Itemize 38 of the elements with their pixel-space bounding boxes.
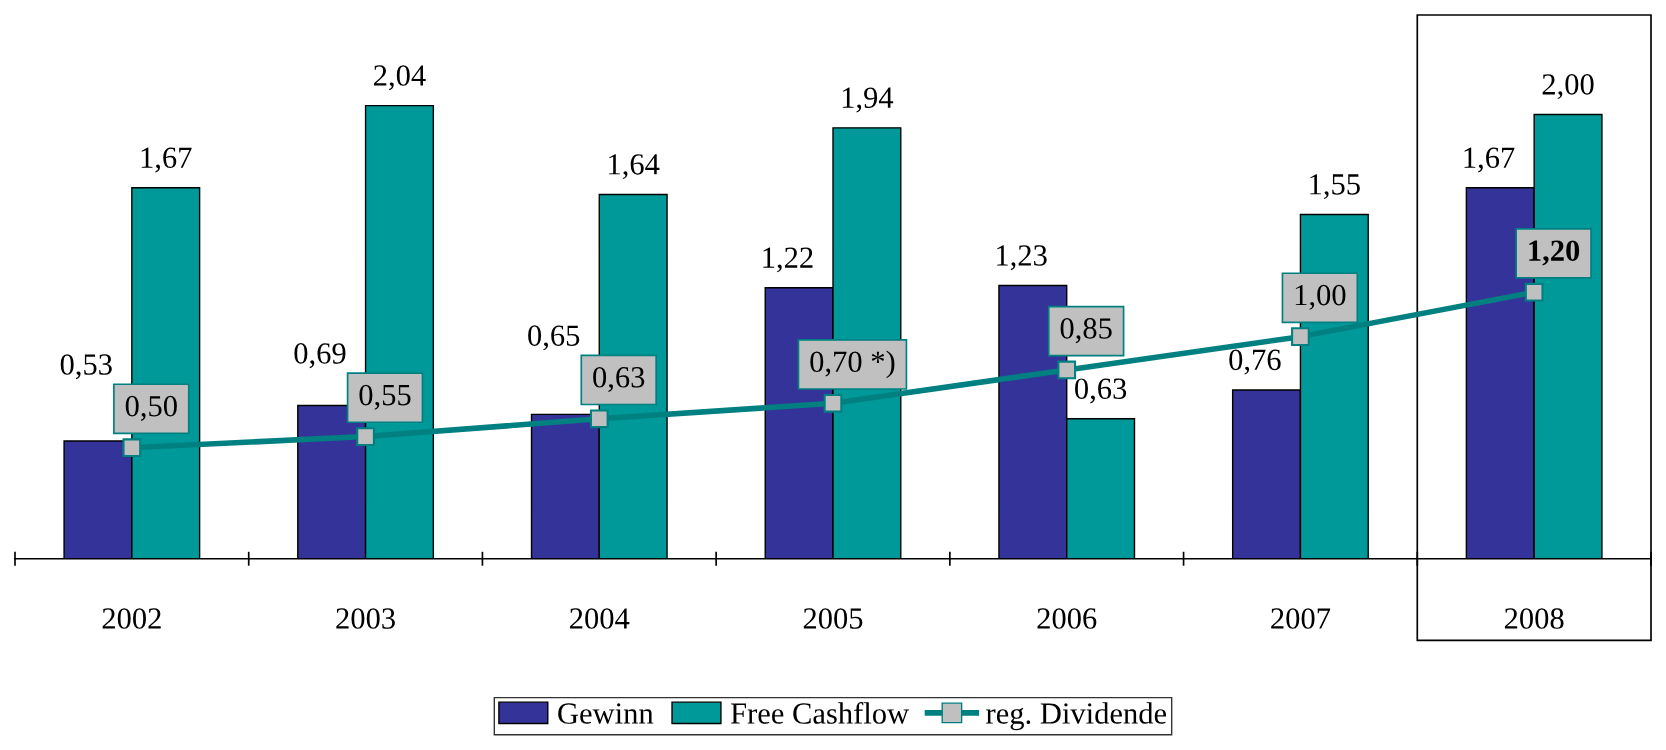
x-tick-label: 2004: [570, 608, 630, 629]
point: [356, 427, 375, 446]
x-tick-label: 2003: [336, 608, 395, 629]
x-tick-label: 2002: [102, 608, 161, 629]
data-label: 0,55: [359, 384, 411, 410]
data-label: 0,63: [593, 366, 645, 392]
legend-label: Gewinn: [558, 703, 654, 724]
data-label: 2,00: [1542, 74, 1594, 100]
data-label: 1,20: [1529, 240, 1580, 266]
data-label: 1,94: [842, 87, 894, 113]
data-label: 1,67: [1464, 147, 1515, 173]
data-label: 1,00: [1295, 284, 1346, 310]
data-label: 0,85: [1060, 318, 1112, 344]
x-tick-label: 2007: [1271, 608, 1331, 629]
legend-label: reg. Dividende: [986, 702, 1167, 731]
data-label: 1,23: [997, 245, 1047, 271]
data-label: 0,53: [60, 354, 112, 380]
data-label: 1,67: [141, 147, 192, 173]
data-label: 1,64: [609, 154, 660, 180]
point: [1057, 360, 1077, 380]
data-label: 0,70 *): [810, 350, 895, 379]
data-label: 1,55: [1310, 174, 1360, 200]
data-label: 0,63: [1075, 378, 1127, 404]
data-label: 1,22: [763, 247, 813, 273]
x-tick-label: 2008: [1504, 608, 1564, 629]
data-label: 2,04: [374, 65, 426, 91]
point: [589, 409, 609, 429]
x-tick-label: 2005: [803, 608, 863, 629]
point: [1524, 282, 1544, 302]
legend-label: Free Cashflow: [730, 702, 909, 724]
data-label: 0,65: [528, 325, 580, 351]
data-label: 0,69: [294, 343, 346, 369]
point: [122, 438, 142, 458]
x-tick-label: 2006: [1037, 608, 1097, 629]
point: [823, 393, 843, 413]
point: [1291, 327, 1310, 346]
data-label: 0,50: [125, 395, 177, 421]
data-label: 0,76: [1229, 349, 1281, 375]
